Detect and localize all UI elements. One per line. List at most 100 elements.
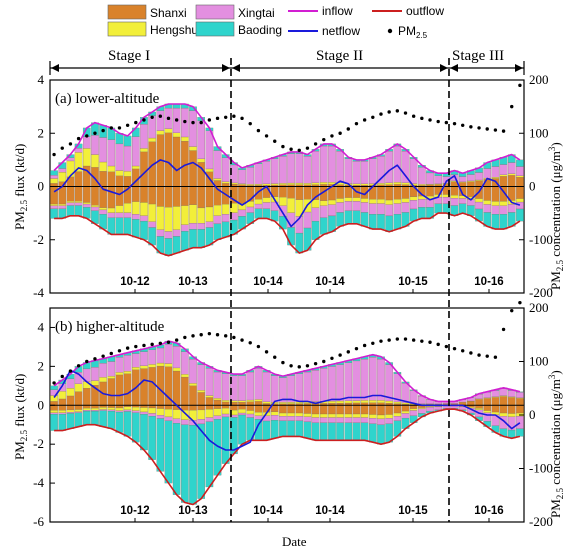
bar-neg-xingtai <box>238 209 246 217</box>
bar-pos-xingtai <box>491 390 500 397</box>
bar-neg-xingtai <box>50 412 58 415</box>
bar-pos-hengshui <box>156 130 165 135</box>
pm25-point <box>362 343 367 348</box>
bar-neg-xingtai <box>140 411 148 415</box>
bar-neg-xingtai <box>401 413 410 419</box>
pm25-point <box>191 120 195 125</box>
bar-pos-xingtai <box>156 110 165 131</box>
bar-neg-baoding <box>213 223 222 240</box>
netflow-line <box>53 159 521 228</box>
pm25-point <box>354 346 359 351</box>
bar-neg-shanxi <box>254 405 263 413</box>
bar-pos-xingtai <box>483 392 492 398</box>
inflow-line <box>53 103 521 174</box>
bar-neg-shanxi <box>368 405 377 415</box>
bar-neg-baoding <box>328 422 336 441</box>
pm25-point <box>305 146 310 150</box>
pm25-point <box>158 114 163 118</box>
bar-neg-xingtai <box>360 417 369 423</box>
bar-neg-xingtai <box>491 205 500 215</box>
bar-neg-baoding <box>458 203 467 214</box>
bar-neg-xingtai <box>409 200 418 210</box>
bar-pos-shanxi <box>74 171 83 187</box>
bar-pos-hengshui <box>66 388 75 397</box>
legend-dot-pm25 <box>387 28 393 34</box>
pm25-point <box>52 152 56 157</box>
ytick-label-left: -4 <box>33 475 44 490</box>
bar-pos-shanxi <box>507 397 516 406</box>
ytick-label-right: -200 <box>529 514 553 529</box>
legend-swatch-xingtai <box>195 4 235 20</box>
bar-neg-shanxi <box>295 186 304 200</box>
bar-pos-xingtai <box>107 139 116 167</box>
bar-neg-hengshui <box>131 201 140 215</box>
bar-neg-xingtai <box>181 419 189 425</box>
bar-neg-baoding <box>115 411 124 433</box>
pm25-point <box>60 146 64 150</box>
bar-neg-hengshui <box>197 207 206 224</box>
bar-pos-xingtai <box>295 373 304 403</box>
pm25-point <box>420 339 424 343</box>
panel-label-a: (a) lower-altitude <box>55 91 160 107</box>
bar-pos-shanxi <box>156 365 165 406</box>
bar-pos-xingtai <box>99 363 107 378</box>
bar-neg-xingtai <box>82 410 91 412</box>
bar-pos-xingtai <box>66 157 75 162</box>
xtick-label: 10-12 <box>120 505 149 517</box>
bar-pos-xingtai <box>377 358 385 401</box>
bar-neg-xingtai <box>205 417 214 422</box>
bar-neg-shanxi <box>205 186 214 208</box>
bar-neg-shanxi <box>115 186 124 206</box>
bar-pos-hengshui <box>246 399 255 402</box>
bar-neg-xingtai <box>74 411 83 413</box>
bar-pos-hengshui <box>385 182 393 185</box>
pm25-point <box>207 118 212 122</box>
bar-pos-hengshui <box>336 400 344 404</box>
pm25-point <box>85 359 89 364</box>
bar-neg-shanxi <box>238 405 246 410</box>
bar-pos-shanxi <box>148 367 156 406</box>
bar-neg-baoding <box>123 411 132 437</box>
bar-neg-shanxi <box>164 186 173 208</box>
pm25-point <box>224 334 228 338</box>
bar-neg-xingtai <box>303 211 312 229</box>
bar-neg-hengshui <box>156 206 165 230</box>
bar-pos-xingtai <box>287 375 295 403</box>
bar-pos-shanxi <box>205 397 214 406</box>
bar-pos-shanxi <box>475 180 483 187</box>
bar-neg-hengshui <box>181 205 189 225</box>
bar-pos-hengshui <box>99 377 107 383</box>
bar-neg-shanxi <box>393 186 402 200</box>
bar-pos-hengshui <box>393 182 402 185</box>
bar-neg-hengshui <box>418 407 426 409</box>
pm25-point <box>142 343 146 348</box>
bar-neg-shanxi <box>140 186 148 203</box>
pm25-point <box>232 335 236 340</box>
pm25-point <box>289 364 293 368</box>
pm25-point <box>403 111 408 115</box>
bar-pos-shanxi <box>164 132 173 187</box>
legend-label-baoding: Baoding <box>238 23 282 37</box>
bar-neg-hengshui <box>238 409 246 414</box>
bar-pos-xingtai <box>311 150 320 183</box>
bar-pos-shanxi <box>99 171 107 187</box>
pm25-point <box>183 335 187 340</box>
bar-pos-hengshui <box>303 183 312 186</box>
pm25-point <box>297 148 301 152</box>
bar-neg-hengshui <box>115 407 124 411</box>
bar-pos-xingtai <box>344 158 353 184</box>
pm25-point <box>362 118 367 122</box>
pm25-point <box>166 340 171 344</box>
bar-pos-xingtai <box>393 145 402 183</box>
xtick-label: 10-13 <box>178 505 207 517</box>
bar-neg-shanxi <box>328 405 336 415</box>
bar-pos-xingtai <box>164 344 173 364</box>
bar-neg-baoding <box>148 416 156 460</box>
bar-neg-hengshui <box>172 409 181 419</box>
pm25-point <box>68 369 73 373</box>
bar-pos-hengshui <box>254 183 263 186</box>
bar-pos-hengshui <box>401 402 410 405</box>
pm25-point <box>501 129 506 133</box>
bar-neg-hengshui <box>475 408 483 411</box>
bar-neg-shanxi <box>491 405 500 413</box>
